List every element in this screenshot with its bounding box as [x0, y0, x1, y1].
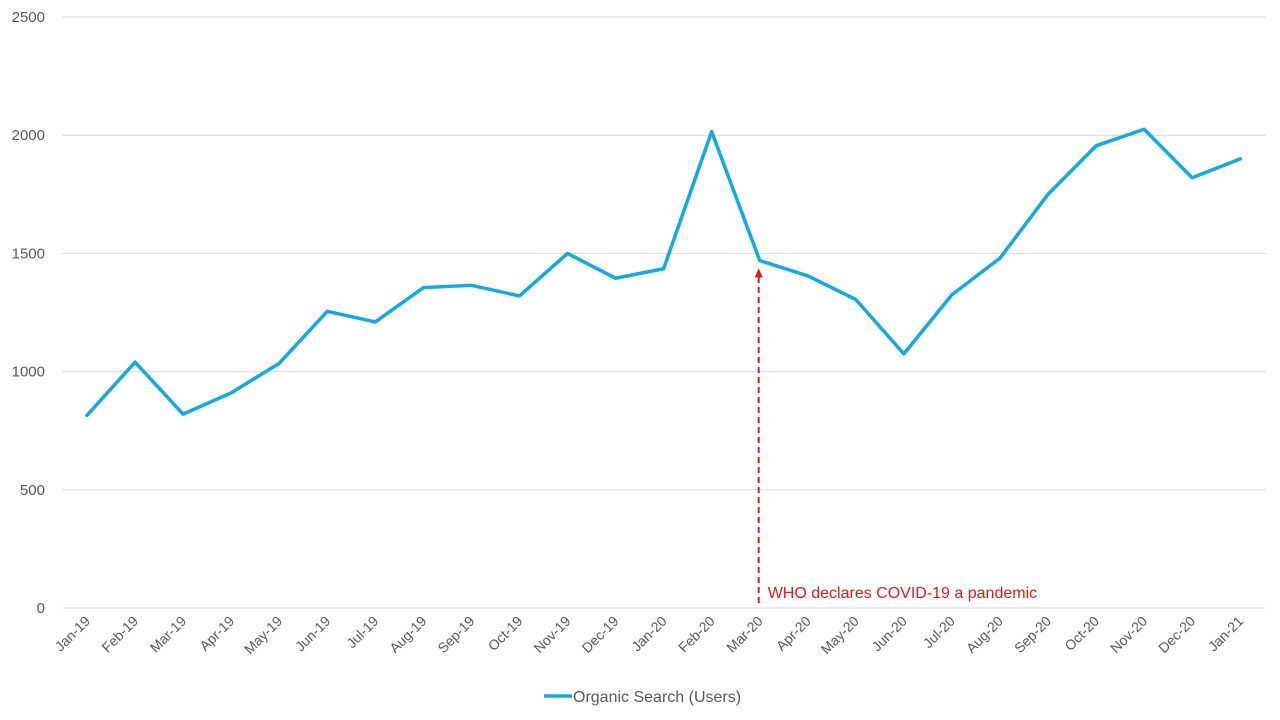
data-point: [469, 283, 473, 287]
x-tick-label: Oct-20: [1061, 613, 1102, 654]
data-point: [1046, 192, 1050, 196]
data-point: [758, 258, 762, 262]
data-point: [373, 320, 377, 324]
data-point: [614, 276, 618, 280]
x-tick-label: Feb-19: [98, 613, 141, 656]
x-tick-label: Dec-19: [578, 613, 621, 656]
data-point: [710, 130, 714, 134]
data-point: [854, 297, 858, 301]
x-tick-label: Jan-21: [1205, 613, 1247, 655]
legend-label: Organic Search (Users): [573, 689, 741, 706]
x-tick-label: Jan-20: [628, 613, 670, 655]
x-tick-label: Sep-20: [1011, 613, 1054, 656]
x-tick-label: Apr-19: [196, 613, 237, 654]
data-point: [1142, 127, 1146, 131]
y-tick-label: 1500: [12, 245, 45, 262]
data-point: [662, 267, 666, 271]
data-point: [229, 391, 233, 395]
data-point: [277, 361, 281, 365]
x-tick-label: May-20: [818, 613, 862, 657]
y-axis-ticks: 0 500 1000 1500 2000 2500: [12, 9, 45, 617]
x-tick-label: Aug-20: [963, 613, 1006, 656]
data-point: [950, 293, 954, 297]
x-tick-label: Aug-19: [386, 613, 429, 656]
y-tick-label: 0: [37, 600, 45, 617]
x-tick-label: Apr-20: [773, 613, 814, 654]
x-tick-label: Jul-20: [920, 613, 958, 651]
x-tick-label: Mar-19: [147, 613, 190, 656]
data-point: [902, 352, 906, 356]
data-point: [566, 251, 569, 255]
series-line: [85, 127, 1242, 418]
data-point: [517, 294, 521, 298]
data-point: [806, 274, 810, 278]
x-tick-label: Nov-19: [530, 613, 573, 656]
y-tick-label: 2000: [12, 127, 45, 144]
x-tick-label: Oct-19: [485, 613, 526, 654]
x-axis-ticks: Jan-19 Feb-19 Mar-19 Apr-19 May-19 Jun-19 Jul-…: [52, 613, 1247, 657]
x-tick-label: Dec-20: [1155, 613, 1198, 656]
y-tick-label: 1000: [12, 364, 45, 381]
data-point: [133, 360, 137, 364]
data-point: [325, 309, 329, 313]
x-tick-label: Mar-20: [723, 613, 766, 656]
data-point: [181, 412, 185, 416]
annotation-label: WHO declares COVID-19 a pandemic: [768, 585, 1037, 602]
annotation-arrow-head: [754, 268, 763, 278]
x-tick-label: Sep-19: [434, 613, 477, 656]
y-tick-label: 2500: [12, 9, 45, 26]
x-tick-label: Jul-19: [343, 613, 381, 651]
x-tick-label: Jan-19: [52, 613, 94, 655]
x-tick-label: May-19: [241, 613, 285, 657]
data-point: [85, 413, 89, 417]
x-tick-label: Feb-20: [675, 613, 718, 656]
data-point: [1190, 176, 1194, 180]
y-tick-label: 500: [20, 482, 45, 499]
data-point: [998, 256, 1002, 260]
annotation: WHO declares COVID-19 a pandemic: [754, 268, 1037, 603]
x-tick-label: Jun-20: [868, 613, 910, 655]
data-point: [421, 286, 425, 290]
x-tick-label: Jun-19: [292, 613, 334, 655]
data-point: [1238, 157, 1242, 161]
gridlines: [62, 16, 1266, 609]
x-tick-label: Nov-20: [1107, 613, 1150, 656]
legend: Organic Search (Users): [544, 689, 741, 706]
series-lines: [85, 127, 1242, 418]
data-point: [1094, 144, 1098, 148]
